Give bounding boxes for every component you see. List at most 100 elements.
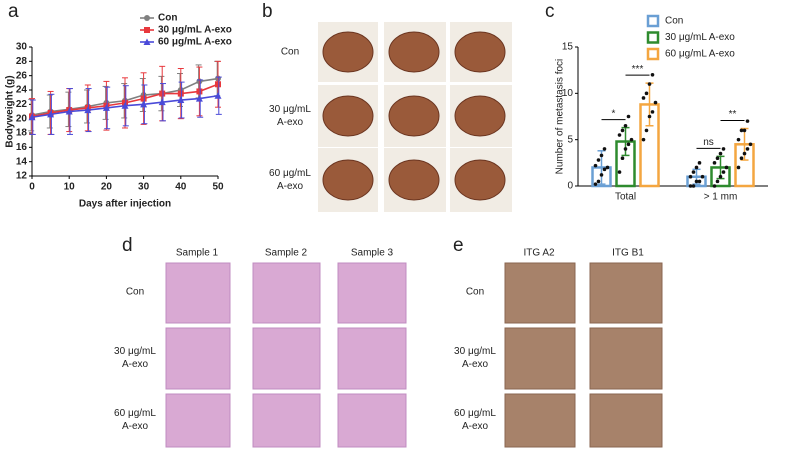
data-point <box>742 151 747 156</box>
image <box>252 262 321 324</box>
data-point <box>596 158 601 162</box>
image <box>504 327 576 390</box>
legend-marker <box>144 15 150 21</box>
data-point <box>745 147 750 151</box>
point <box>65 108 73 115</box>
data-point <box>626 114 631 119</box>
specimen <box>454 31 506 73</box>
y-axis-label: Number of metastasis foci <box>555 59 566 175</box>
data-point <box>629 137 634 142</box>
data-point <box>644 128 649 133</box>
data-point <box>623 147 628 151</box>
y-tick-label: 15 <box>562 42 574 53</box>
specimen <box>388 159 440 201</box>
panel-label: b <box>262 1 273 22</box>
row-label: A-exo <box>277 181 304 192</box>
point <box>102 104 110 111</box>
data-point <box>712 184 717 188</box>
y-tick-label: 14 <box>16 156 28 167</box>
specimen <box>322 159 374 201</box>
image <box>504 262 576 324</box>
row-label: Con <box>281 47 299 58</box>
data-point <box>617 133 622 137</box>
y-tick-label: 0 <box>567 181 573 192</box>
row-label: A-exo <box>122 359 149 370</box>
x-tick-label: 20 <box>101 182 113 193</box>
legend-marker <box>143 38 151 45</box>
specimen <box>388 31 440 73</box>
x-tick-label: 40 <box>175 182 187 193</box>
y-tick-label: 22 <box>16 99 28 110</box>
y-tick-label: 20 <box>16 113 28 124</box>
point <box>195 95 203 102</box>
legend-marker <box>144 27 150 33</box>
data-point <box>617 170 622 174</box>
data-point <box>653 100 658 105</box>
x-tick-label: 30 <box>138 182 150 193</box>
specimen <box>322 95 374 137</box>
data-point <box>712 161 717 165</box>
panel-label: c <box>545 1 555 22</box>
row-label: Con <box>126 287 144 298</box>
column-header: Sample 2 <box>265 248 308 259</box>
error-bar <box>621 126 630 157</box>
data-point <box>736 137 741 142</box>
legend-label: 30 μg/mL A-exo <box>665 32 735 43</box>
data-point <box>715 156 720 160</box>
row-label: 60 μg/mL <box>269 168 311 179</box>
legend-label: 60 μg/mL A-exo <box>158 37 232 48</box>
data-point <box>697 161 702 165</box>
row-label: 30 μg/mL <box>114 346 156 357</box>
data-point <box>748 142 753 147</box>
column-header: Sample 3 <box>351 248 394 259</box>
significance-label: *** <box>632 64 644 75</box>
specimen <box>322 31 374 73</box>
data-point <box>736 165 741 170</box>
y-axis-label: Bodyweight (g) <box>5 75 16 147</box>
image <box>589 262 663 324</box>
x-axis-label: Days after injection <box>79 199 171 210</box>
row-label: Con <box>466 287 484 298</box>
point <box>47 110 55 118</box>
x-tick-label: > 1 mm <box>704 192 738 203</box>
data-point <box>724 165 729 170</box>
column-header: ITG B1 <box>612 248 644 259</box>
data-point <box>620 128 625 133</box>
column-header: ITG A2 <box>523 248 555 259</box>
data-point <box>647 82 652 86</box>
point <box>177 90 184 97</box>
y-tick-label: 5 <box>567 134 573 145</box>
image <box>165 327 231 390</box>
data-point <box>599 153 604 158</box>
specimen <box>454 95 506 137</box>
data-point <box>593 163 598 168</box>
row-label: A-exo <box>122 421 149 432</box>
legend-label: Con <box>158 13 177 24</box>
image <box>252 393 321 448</box>
point <box>196 88 203 95</box>
column-header: Sample 1 <box>176 248 219 259</box>
data-point <box>602 167 607 172</box>
y-tick-label: 28 <box>16 56 28 67</box>
data-point <box>688 184 693 188</box>
row-label: 30 μg/mL <box>454 346 496 357</box>
panel-label: d <box>122 235 133 256</box>
data-point <box>721 147 726 151</box>
image <box>165 262 231 324</box>
row-label: A-exo <box>462 421 489 432</box>
data-point <box>745 119 750 123</box>
data-point <box>596 179 601 184</box>
legend-label: 30 μg/mL A-exo <box>158 25 232 36</box>
specimen <box>388 95 440 137</box>
panel-label: e <box>453 235 464 256</box>
data-point <box>739 128 744 133</box>
data-point <box>697 179 702 184</box>
data-point <box>694 165 699 170</box>
data-point <box>644 91 649 96</box>
x-tick-label: 0 <box>29 182 35 193</box>
data-point <box>688 174 693 179</box>
y-tick-label: 18 <box>16 128 28 139</box>
y-tick-label: 12 <box>16 171 28 182</box>
row-label: 60 μg/mL <box>454 408 496 419</box>
data-point <box>694 179 699 184</box>
